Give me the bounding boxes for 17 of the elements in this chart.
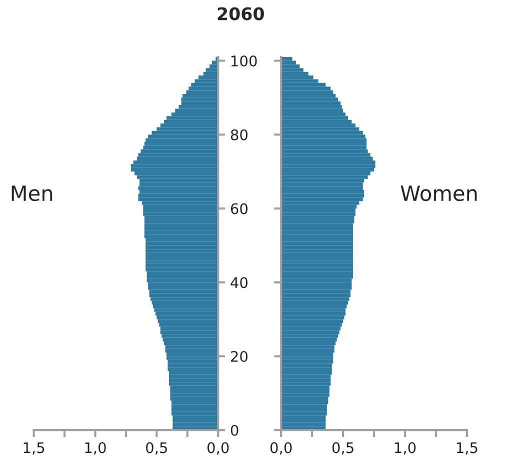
x-tick-label: 0,5 [332, 442, 354, 455]
x-tick-label: 1,5 [24, 442, 44, 455]
x-tick-label: 0,0 [207, 442, 229, 455]
y-tick-label: 100 [232, 55, 257, 66]
chart-title: 2060 [218, 7, 264, 20]
x-tick-label: 0,5 [146, 442, 167, 455]
y-tick-label: 60 [230, 203, 248, 214]
x-tick-label: 0,0 [270, 442, 292, 455]
x-tick-label: 1,5 [456, 442, 478, 455]
y-tick-label: 80 [230, 129, 248, 140]
y-tick-label: 20 [230, 350, 248, 362]
text: Men [12, 186, 52, 202]
x-tick-label: 1,0 [85, 442, 106, 455]
x-tick-label: 1,0 [395, 442, 416, 455]
y-tick-label: 0 [230, 424, 238, 436]
y-tick-label: 40 [230, 277, 248, 288]
series-label: Women [400, 186, 477, 202]
